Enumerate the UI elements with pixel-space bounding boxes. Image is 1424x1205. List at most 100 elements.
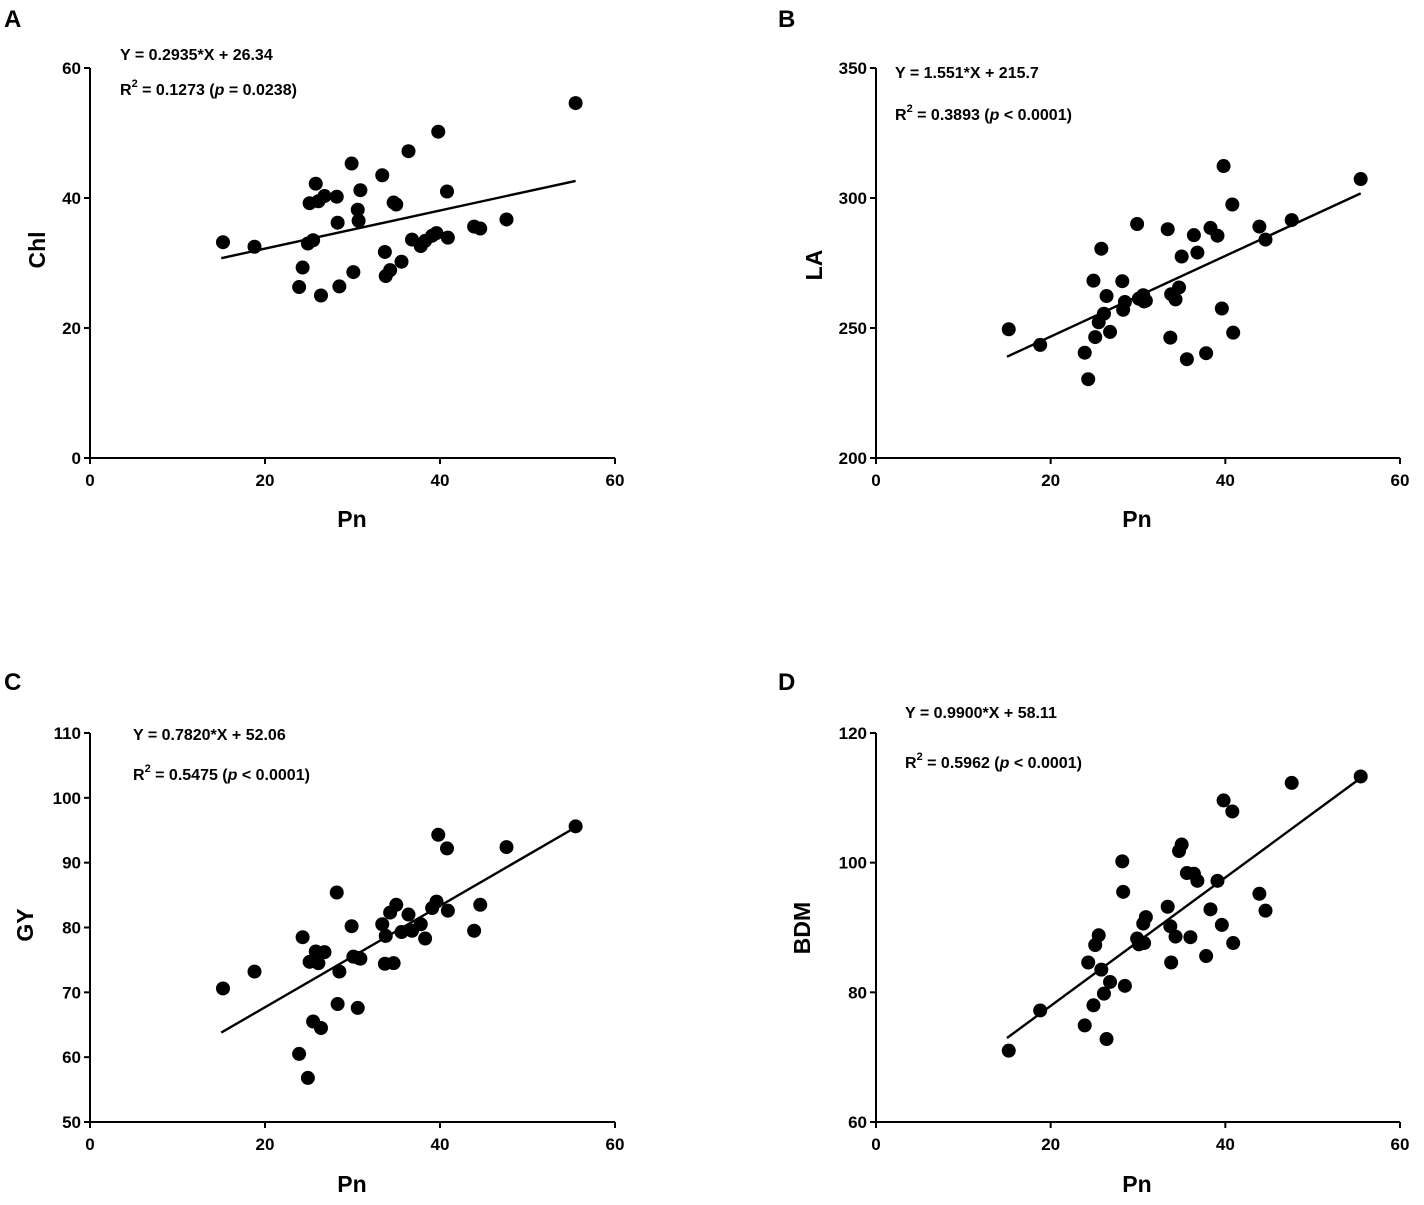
panel-c-data-point [473,897,488,912]
panel-d-data-point [1203,902,1218,917]
panel-c-equation: Y = 0.7820*X + 52.06 [133,727,286,744]
panel-a-axes [89,68,615,459]
panel-c-y-tick-label: 70 [62,983,81,1002]
panel-b-data-point [1216,159,1231,174]
panel-b-equation: Y = 1.551*X + 215.7 [895,65,1039,82]
panel-d-r2-value: = 0.5962 ( [923,755,1001,772]
panel-d-data-point [1091,928,1106,943]
panel-c-r2: R2 = 0.5475 (p < 0.0001) [133,763,310,784]
panel-c-x-tick-label: 20 [256,1135,275,1154]
panel-d-data-point [1160,899,1175,914]
panel-c-ticks: 0 20 40 60 50 60 70 80 90 100 110 [53,724,625,1154]
panel-b-p-value: < 0.0001) [999,107,1072,124]
panel-c-r2-value: = 0.5475 ( [151,767,229,784]
panel-a-data-point [499,212,514,227]
panel-a-p-symbol: p [214,82,225,99]
panel-d-data-point [1086,998,1101,1013]
panel-c-p-value: < 0.0001) [237,767,310,784]
panel-b-data-point [1086,273,1101,288]
panel-b-p-symbol: p [989,107,1000,124]
panel-c-data-point [216,981,230,996]
panel-c-data-point [332,964,347,979]
panel-c-y-tick-label: 60 [62,1048,81,1067]
panel-b-regression [1006,192,1362,358]
panel-c-data-point [350,1000,365,1015]
panel-c-p-symbol: p [227,767,238,784]
panel-d-regression [1006,777,1362,1039]
panel-b-x-tick-label: 60 [1391,471,1410,490]
panel-a-data-point [247,239,262,254]
panel-c-data-point [247,964,262,979]
panel-a-r2-sup: 2 [132,78,138,90]
panel-d-x-tick-label: 20 [1041,1135,1060,1154]
panel-a-r2: R2 = 0.1273 (p = 0.0238) [120,78,297,99]
panel-d-r2: R2 = 0.5962 (p < 0.0001) [905,751,1082,772]
panel-c-data-point [467,923,482,938]
panel-c-data-point [317,945,332,960]
panel-c-label: C [4,669,21,696]
panel-b-data-point [1088,330,1103,345]
panel-b-data-point [1186,228,1201,243]
panel-d-data-point [1353,769,1368,784]
panel-d-r2-sup: 2 [917,751,923,763]
panel-d-ylabel: BDM [789,902,815,954]
panel-a-data-point [568,96,583,111]
panel-c-data-point [413,917,428,932]
panel-d-y-tick-label: 100 [839,854,867,873]
panel-b-data-point [1199,346,1214,361]
panel-c-data-point [386,956,401,971]
panel-d-points [1001,769,1368,1058]
panel-b-data-point [1225,197,1240,212]
panel-a-data-point [353,183,368,198]
panel-d-data-point [1094,962,1109,977]
panel-b-data-point [1094,241,1109,256]
panel-b-data-point [1130,217,1145,231]
panel-b-data-point [1214,301,1229,316]
panel-a-xlabel: Pn [337,506,366,532]
panel-d-data-point [1096,986,1111,1001]
panel-d-data-point [1225,804,1240,819]
panel-d-equation: Y = 0.9900*X + 58.11 [905,705,1057,722]
panel-a-data-point [351,213,366,228]
panel-a-data-point [292,280,307,295]
panel-a-data-point [440,184,454,199]
panel-d-data-point [1190,873,1205,888]
panel-d-data-point [1163,919,1178,934]
panel-c-data-point [329,885,344,900]
panel-b-x-tick-label: 40 [1216,471,1235,490]
panel-c-data-point [431,827,446,842]
panel-b-points [1001,159,1368,387]
panel-b-data-point [1252,219,1267,234]
panel-c-data-point [330,997,345,1012]
panel-a-y-tick-label: 40 [62,189,81,208]
panel-d-r2-prefix: R [905,755,917,772]
panel-d-data-point [1168,929,1183,944]
panel-a-x-tick-label: 60 [606,471,625,490]
panel-b-ylabel: LA [801,250,827,281]
panel-c-data-point [568,819,583,834]
panel-d-data-point [1001,1043,1016,1058]
panel-d-data-point [1099,1032,1114,1047]
panel-a-data-point [346,265,361,280]
panel-d-data-point [1199,949,1214,964]
panel-d-data-point [1183,930,1198,945]
panel-a-regression-line [220,179,576,260]
panel-a-data-point [473,221,488,236]
panel-d-data-point [1115,854,1130,869]
panel-d-data-point [1116,884,1131,899]
panel-b-data-point [1138,293,1153,308]
panel-c-data-point [295,930,310,945]
panel-b-data-point [1099,289,1114,304]
panel-d-y-tick-label: 120 [839,724,867,743]
panel-c-r2-sup: 2 [145,763,151,775]
panel-c-data-point [311,956,326,971]
panel-d-data-point [1216,793,1231,808]
panel-a-data-point [332,279,347,294]
panel-d-y-tick-label: 60 [848,1113,867,1132]
panel-d-data-point [1033,1003,1048,1018]
panel-b-data-point [1284,213,1299,228]
panel-a-x-tick-label: 20 [256,471,275,490]
panel-a-data-point [314,288,328,303]
panel-a-y-tick-label: 20 [62,319,81,338]
